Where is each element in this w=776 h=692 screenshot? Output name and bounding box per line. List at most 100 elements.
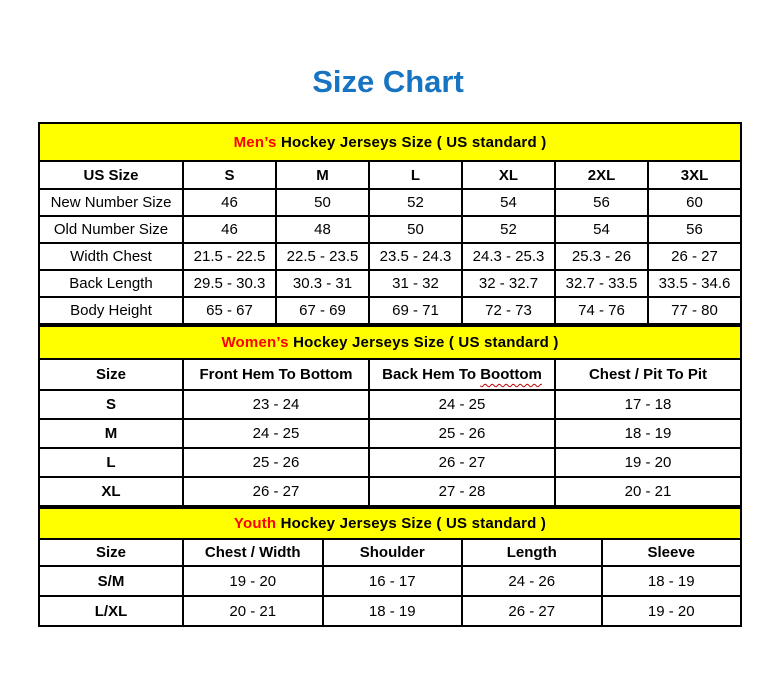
value-cell: 20 - 21 <box>182 595 324 627</box>
value-cell: 20 - 21 <box>554 476 742 507</box>
table-row: M 24 - 25 25 - 26 18 - 19 <box>38 418 742 449</box>
row-label: M <box>38 418 184 449</box>
value-cell: 25.3 - 26 <box>554 242 649 271</box>
row-label: S/M <box>38 565 184 597</box>
mens-size-table: Men’s Hockey Jerseys Size ( US standard … <box>38 122 742 325</box>
youth-size-table: Youth Hockey Jerseys Size ( US standard … <box>38 507 742 627</box>
value-cell: 22.5 - 23.5 <box>275 242 370 271</box>
mens-column-header-1: S <box>182 160 277 190</box>
row-label: New Number Size <box>38 188 184 217</box>
youth-column-header-1: Chest / Width <box>182 538 324 567</box>
mens-section-title-row: Men’s Hockey Jerseys Size ( US standard … <box>38 122 742 162</box>
value-cell: 25 - 26 <box>182 447 370 478</box>
womens-column-header-3: Chest / Pit To Pit <box>554 358 742 391</box>
youth-column-header-4: Sleeve <box>600 538 742 567</box>
youth-section-title: Youth Hockey Jerseys Size ( US standard … <box>38 507 742 540</box>
value-cell: 32.7 - 33.5 <box>554 269 649 298</box>
value-cell: 60 <box>647 188 742 217</box>
page-title: Size Chart <box>312 64 464 99</box>
column-header-prefix: Back Hem To <box>382 366 481 383</box>
value-cell: 16 - 17 <box>321 565 463 597</box>
value-cell: 50 <box>368 215 463 244</box>
row-label: Old Number Size <box>38 215 184 244</box>
mens-column-header-5: 2XL <box>554 160 649 190</box>
mens-column-header-2: M <box>275 160 370 190</box>
value-cell: 46 <box>182 188 277 217</box>
value-cell: 17 - 18 <box>554 389 742 420</box>
table-row: L 25 - 26 26 - 27 19 - 20 <box>38 447 742 478</box>
value-cell: 31 - 32 <box>368 269 463 298</box>
youth-column-header-row: Size Chest / Width Shoulder Length Sleeve <box>38 538 742 567</box>
row-label: L <box>38 447 184 478</box>
value-cell: 72 - 73 <box>461 296 556 325</box>
section-title-accent: Women’s <box>221 334 289 351</box>
row-label: XL <box>38 476 184 507</box>
table-row: XL 26 - 27 27 - 28 20 - 21 <box>38 476 742 507</box>
womens-column-header-0: Size <box>38 358 184 391</box>
value-cell: 26 - 27 <box>647 242 742 271</box>
value-cell: 54 <box>461 188 556 217</box>
youth-column-header-3: Length <box>461 538 603 567</box>
section-title-accent: Youth <box>233 515 277 532</box>
value-cell: 26 - 27 <box>461 595 603 627</box>
womens-size-table: Women’s Hockey Jerseys Size ( US standar… <box>38 325 742 507</box>
value-cell: 19 - 20 <box>182 565 324 597</box>
row-label: Width Chest <box>38 242 184 271</box>
value-cell: 24 - 25 <box>182 418 370 449</box>
womens-column-header-2: Back Hem To Boottom <box>368 358 556 391</box>
value-cell: 23.5 - 24.3 <box>368 242 463 271</box>
value-cell: 19 - 20 <box>600 595 742 627</box>
value-cell: 19 - 20 <box>554 447 742 478</box>
mens-column-header-0: US Size <box>38 160 184 190</box>
value-cell: 65 - 67 <box>182 296 277 325</box>
row-label: Back Length <box>38 269 184 298</box>
row-label: Body Height <box>38 296 184 325</box>
value-cell: 18 - 19 <box>600 565 742 597</box>
value-cell: 26 - 27 <box>182 476 370 507</box>
value-cell: 18 - 19 <box>554 418 742 449</box>
value-cell: 33.5 - 34.6 <box>647 269 742 298</box>
youth-column-header-0: Size <box>38 538 184 567</box>
value-cell: 18 - 19 <box>321 595 463 627</box>
womens-column-header-row: Size Front Hem To Bottom Back Hem To Boott… <box>38 358 742 391</box>
value-cell: 54 <box>554 215 649 244</box>
value-cell: 56 <box>554 188 649 217</box>
table-row: Back Length 29.5 - 30.3 30.3 - 31 31 - 32 32… <box>38 269 742 298</box>
mens-column-header-3: L <box>368 160 463 190</box>
value-cell: 26 - 27 <box>368 447 556 478</box>
value-cell: 29.5 - 30.3 <box>182 269 277 298</box>
table-row: Old Number Size 46 48 50 52 54 56 <box>38 215 742 244</box>
value-cell: 27 - 28 <box>368 476 556 507</box>
value-cell: 48 <box>275 215 370 244</box>
section-title-text: Hockey Jerseys Size ( US standard ) <box>293 334 559 351</box>
misspelled-word-squiggle: Boottom <box>480 366 542 383</box>
womens-section-title-row: Women’s Hockey Jerseys Size ( US standar… <box>38 325 742 360</box>
mens-section-title: Men’s Hockey Jerseys Size ( US standard … <box>38 122 742 162</box>
mens-column-header-6: 3XL <box>647 160 742 190</box>
value-cell: 52 <box>368 188 463 217</box>
value-cell: 32 - 32.7 <box>461 269 556 298</box>
youth-column-header-2: Shoulder <box>321 538 463 567</box>
mens-column-header-4: XL <box>461 160 556 190</box>
section-title-text: Hockey Jerseys Size ( US standard ) <box>280 515 547 532</box>
value-cell: 56 <box>647 215 742 244</box>
size-chart-tables: Men’s Hockey Jerseys Size ( US standard … <box>38 122 742 627</box>
womens-column-header-1: Front Hem To Bottom <box>182 358 370 391</box>
value-cell: 52 <box>461 215 556 244</box>
value-cell: 77 - 80 <box>647 296 742 325</box>
value-cell: 23 - 24 <box>182 389 370 420</box>
value-cell: 50 <box>275 188 370 217</box>
value-cell: 30.3 - 31 <box>275 269 370 298</box>
value-cell: 69 - 71 <box>368 296 463 325</box>
value-cell: 24 - 25 <box>368 389 556 420</box>
value-cell: 24 - 26 <box>461 565 603 597</box>
table-row: S/M 19 - 20 16 - 17 24 - 26 18 - 19 <box>38 565 742 597</box>
table-row: Width Chest 21.5 - 22.5 22.5 - 23.5 23.5 - … <box>38 242 742 271</box>
value-cell: 25 - 26 <box>368 418 556 449</box>
section-title-accent: Men’s <box>233 133 277 151</box>
row-label: S <box>38 389 184 420</box>
value-cell: 21.5 - 22.5 <box>182 242 277 271</box>
value-cell: 24.3 - 25.3 <box>461 242 556 271</box>
table-row: S 23 - 24 24 - 25 17 - 18 <box>38 389 742 420</box>
mens-column-header-row: US Size S M L XL 2XL 3XL <box>38 160 742 190</box>
